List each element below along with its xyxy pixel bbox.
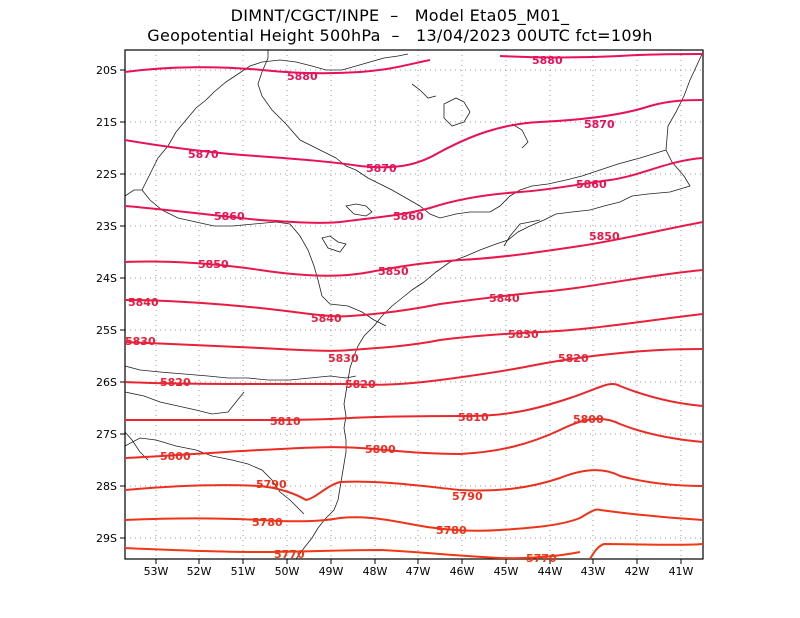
- contour-label: 5870: [584, 118, 615, 131]
- plot-frame: [124, 49, 704, 560]
- contour-label: 5800: [160, 450, 191, 463]
- contour-label: 5780: [436, 524, 467, 537]
- y-tick-label: 26S: [96, 376, 117, 389]
- pr-sp-border: [321, 295, 387, 327]
- lake-feature: [321, 235, 347, 253]
- chart-title: DIMNT/CGCT/INPE – Model Eta05_M01_: [230, 6, 570, 25]
- contour-label: 5800: [365, 443, 396, 456]
- contour-label: 5830: [125, 335, 156, 348]
- contour-5780: [125, 508, 703, 532]
- sc-rs-border: [125, 437, 305, 515]
- x-tick-label: 48W: [363, 565, 388, 578]
- x-tick-label: 47W: [406, 565, 431, 578]
- x-tick-label: 43W: [581, 565, 606, 578]
- x-tick-label: 51W: [231, 565, 256, 578]
- contour-label: 5860: [214, 210, 245, 223]
- contour-labels: 5880 5880 5870 5870 5870 5860 5860 5860 …: [125, 54, 620, 565]
- rj-sp-border: [503, 219, 541, 247]
- contour-lines: [125, 53, 703, 559]
- contour-label: 5840: [489, 292, 520, 305]
- contour-label: 5800: [573, 413, 604, 426]
- contour-label: 5840: [311, 312, 342, 325]
- mg-sp-border: [257, 50, 337, 159]
- x-tick-label: 50W: [275, 565, 300, 578]
- y-tick-label: 28S: [96, 480, 117, 493]
- y-tick-label: 23S: [96, 220, 117, 233]
- contour-label: 5830: [328, 352, 359, 365]
- contour-label: 5850: [378, 265, 409, 278]
- contour-label: 5790: [256, 478, 287, 491]
- contour-5860: [125, 157, 703, 224]
- contour-label: 5770: [526, 552, 557, 565]
- contour-5870: [125, 99, 703, 169]
- y-tick-label: 20S: [96, 64, 117, 77]
- y-tick-label: 27S: [96, 428, 117, 441]
- contour-label: 5870: [188, 148, 219, 161]
- contour-label: 5810: [270, 415, 301, 428]
- bay-feature: [511, 123, 529, 149]
- contour-label: 5860: [393, 210, 424, 223]
- contour-5800: [125, 417, 703, 459]
- x-tick-label: 45W: [494, 565, 519, 578]
- contour-5840: [125, 269, 703, 318]
- x-tick-labels: 53W 52W 51W 50W 49W 48W 47W 46W 45W 44W …: [144, 565, 694, 578]
- y-tick-label: 29S: [96, 532, 117, 545]
- x-tick-label: 46W: [450, 565, 475, 578]
- coastline-borders: [125, 50, 703, 559]
- x-tick-label: 44W: [538, 565, 563, 578]
- contour-5810: [125, 382, 703, 422]
- island-feature: [345, 203, 373, 217]
- contour-label: 5770: [274, 548, 305, 561]
- x-tick-label: 52W: [187, 565, 212, 578]
- x-tick-label: 53W: [144, 565, 169, 578]
- mg-rj-border: [335, 149, 667, 219]
- y-tick-label: 25S: [96, 324, 117, 337]
- contour-5790: [125, 469, 703, 502]
- contour-label: 5780: [252, 516, 283, 529]
- contour-label: 5820: [160, 376, 191, 389]
- argentina-border: [125, 391, 245, 415]
- x-tick-label: 49W: [319, 565, 344, 578]
- contour-label: 5840: [128, 296, 159, 309]
- x-tick-label: 41W: [669, 565, 694, 578]
- contour-label: 5790: [452, 490, 483, 503]
- y-tick-label: 22S: [96, 168, 117, 181]
- contour-label: 5820: [558, 352, 589, 365]
- contour-label: 5850: [589, 230, 620, 243]
- y-tick-label: 24S: [96, 272, 117, 285]
- pr-sc-border: [125, 365, 357, 381]
- contour-5880: [125, 53, 703, 75]
- contour-label: 5880: [532, 54, 563, 67]
- lagoon-feature: [443, 97, 471, 127]
- coastline: [295, 51, 703, 559]
- uruguay-border: [125, 431, 149, 461]
- y-tick-label: 21S: [96, 116, 117, 129]
- chart-subtitle: Geopotential Height 500hPa – 13/04/2023 …: [147, 26, 653, 45]
- contour-label: 5820: [345, 378, 376, 391]
- contour-5850: [125, 221, 703, 277]
- y-tick-labels: 20S 21S 22S 23S 24S 25S 26S 27S 28S 29S: [96, 64, 117, 545]
- contour-label: 5860: [576, 178, 607, 191]
- contour-label: 5870: [366, 162, 397, 175]
- axis-ticks: [120, 69, 682, 564]
- reservoir-feature: [411, 83, 437, 99]
- contour-5830: [125, 313, 703, 352]
- contour-label: 5830: [508, 328, 539, 341]
- contour-label: 5850: [198, 258, 229, 271]
- contour-5770: [125, 542, 703, 559]
- x-tick-label: 42W: [625, 565, 650, 578]
- ms-pr-border: [141, 189, 323, 297]
- paraguay-border: [125, 53, 409, 197]
- contour-label: 5880: [287, 70, 318, 83]
- contour-label: 5810: [458, 411, 489, 424]
- contour-5820: [125, 348, 703, 386]
